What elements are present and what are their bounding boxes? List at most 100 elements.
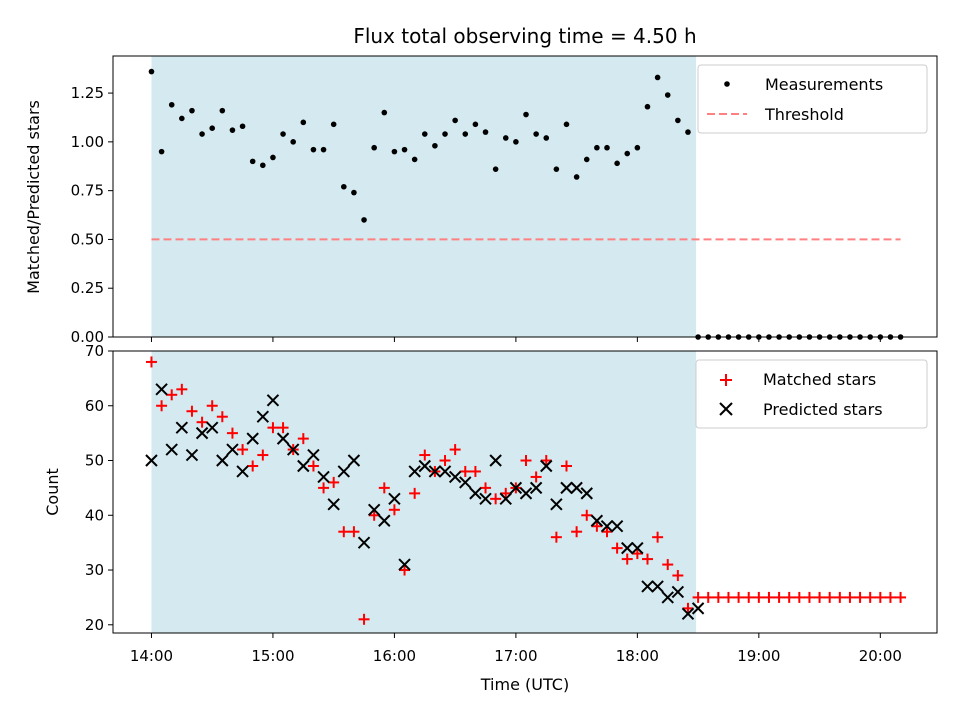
matched-star-point [409, 487, 421, 499]
measurement-point [715, 334, 722, 340]
matched-star-point [439, 455, 451, 467]
top-y-tick-label: 0.25 [71, 279, 104, 297]
measurement-point [513, 139, 519, 145]
bottom-y-tick-label: 70 [85, 342, 104, 360]
measurement-point [675, 117, 681, 124]
measurement-point [290, 139, 296, 145]
measurement-point [796, 334, 803, 340]
measurement-point [614, 160, 620, 167]
bottom-y-tick-label: 20 [85, 616, 104, 634]
predicted-star-point [266, 394, 280, 407]
matched-star-point [581, 509, 593, 521]
bottom-shaded-region [151, 351, 697, 633]
predicted-star-point [529, 481, 543, 495]
matched-star-point [348, 526, 360, 538]
matched-star-point [378, 482, 390, 494]
measurement-point [837, 334, 843, 340]
measurement-point [705, 334, 712, 340]
measurement-point [847, 334, 853, 340]
measurement-point [351, 189, 357, 196]
measurement-point [179, 115, 185, 122]
x-axis-label: Time (UTC) [480, 675, 569, 694]
measurement-point [442, 131, 448, 137]
top-legend: Measurements Threshold [697, 64, 928, 134]
matched-star-point [874, 591, 886, 603]
predicted-star-point [550, 498, 563, 511]
measurement-point [725, 334, 732, 340]
legend-matched-marker [720, 374, 732, 386]
measurement-point [219, 107, 226, 114]
measurement-point [806, 334, 813, 340]
bottom-x-ticks: 14:00 15:00 16:00 17:00 18:00 19:00 20:00 [130, 633, 902, 665]
measurement-point [168, 101, 175, 108]
matched-star-point [267, 422, 279, 434]
predicted-star-point [276, 432, 290, 445]
legend-predicted-label: Predicted stars [763, 400, 883, 419]
measurement-point [786, 334, 793, 340]
measurement-point [695, 334, 701, 340]
measurement-point [320, 146, 327, 153]
measurement-point [452, 117, 458, 124]
matched-star-point [480, 482, 492, 494]
matched-star-point [176, 383, 188, 395]
matched-star-point [662, 559, 674, 571]
predicted-star-point [145, 454, 158, 467]
matched-star-point [196, 416, 208, 428]
measurement-point [300, 119, 307, 126]
measurement-point [654, 74, 661, 81]
matched-star-point [469, 465, 481, 477]
x-tick-label: 17:00 [494, 647, 537, 665]
measurement-point [644, 103, 651, 110]
matched-star-point [601, 526, 613, 538]
matched-star-point [156, 400, 168, 412]
predicted-star-point [459, 476, 472, 489]
matched-star-point [641, 553, 653, 565]
predicted-star-point [195, 426, 209, 440]
predicted-star-point [428, 465, 442, 478]
predicted-star-point [357, 536, 371, 549]
matched-star-point [682, 602, 694, 614]
x-tick-label: 16:00 [373, 647, 416, 665]
predicted-star-point [226, 443, 239, 456]
measurement-point [472, 121, 479, 128]
predicted-star-point [509, 481, 523, 495]
predicted-star-point [580, 487, 593, 500]
legend-predicted-marker [719, 402, 733, 416]
predicted-star-point [590, 514, 604, 527]
predicted-star-points [145, 383, 705, 621]
matched-star-point [277, 422, 289, 434]
predicted-star-point [610, 520, 624, 533]
predicted-star-point [297, 459, 310, 473]
matched-star-point [753, 591, 765, 603]
predicted-star-point [408, 465, 421, 478]
measurement-point [634, 144, 641, 151]
measurement-point [745, 334, 752, 340]
matched-star-point [773, 591, 785, 603]
x-tick-label: 20:00 [859, 647, 902, 665]
matched-star-point [388, 504, 400, 516]
bottom-plot-frame [112, 350, 938, 634]
top-legend-box [697, 64, 928, 134]
predicted-star-point [378, 514, 391, 527]
measurement-point [594, 144, 600, 151]
matched-star-point [530, 471, 542, 483]
matched-star-point [803, 591, 815, 603]
measurement-point [239, 123, 246, 130]
measurement-point [401, 146, 408, 153]
predicted-star-point [570, 481, 583, 495]
matched-star-point [257, 449, 269, 461]
matched-star-point [591, 520, 603, 532]
predicted-star-point [438, 465, 452, 478]
predicted-star-point [185, 448, 199, 462]
matched-star-point [358, 613, 370, 625]
predicted-star-point [540, 459, 553, 473]
top-y-tick-label: 0.75 [71, 182, 104, 200]
matched-star-point [490, 493, 502, 505]
predicted-star-point [651, 580, 664, 593]
matched-star-point [814, 591, 826, 603]
matched-star-point [500, 487, 512, 499]
matched-star-point [824, 591, 836, 603]
matched-star-point [571, 526, 583, 538]
matched-star-point [621, 553, 633, 565]
measurement-point [735, 334, 742, 340]
